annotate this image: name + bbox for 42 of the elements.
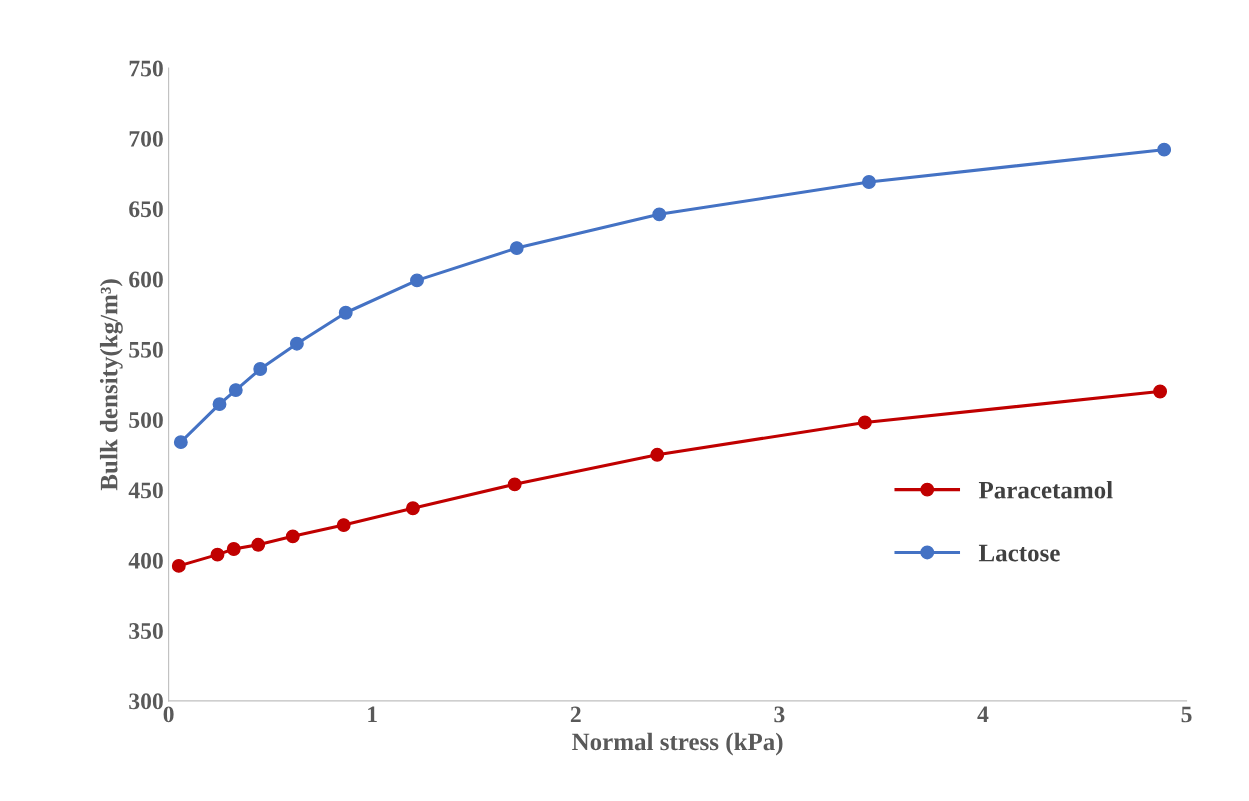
- point: [509, 241, 524, 256]
- y-tick-label: 550: [129, 341, 163, 358]
- x-tick-label: 0: [163, 706, 174, 723]
- point: [289, 336, 304, 351]
- point: [862, 175, 876, 189]
- x-tick-label: 2: [570, 706, 581, 723]
- point: [171, 558, 186, 573]
- y-tick-label: 400: [128, 552, 163, 569]
- point: [507, 477, 522, 492]
- legend-label: Lactose: [978, 544, 1060, 562]
- point: [336, 518, 351, 533]
- point: [652, 207, 667, 222]
- point: [338, 305, 353, 320]
- y-tick-label: 650: [129, 201, 163, 218]
- point: [210, 547, 225, 562]
- y-axis-title: Bulk density(kg/m³): [99, 279, 123, 491]
- point: [226, 542, 241, 556]
- point: [410, 273, 424, 288]
- point: [251, 537, 266, 552]
- legend-label: Paracetamol: [978, 481, 1113, 499]
- x-tick-label: 3: [774, 706, 785, 723]
- point: [1157, 142, 1172, 157]
- point: [212, 397, 227, 412]
- point: [405, 501, 420, 516]
- y-tick-label: 600: [129, 271, 163, 288]
- y-tick-label: 350: [129, 623, 163, 639]
- x-tick-label: 4: [977, 706, 989, 723]
- y-tick-label: 450: [128, 482, 163, 499]
- x-tick-label: 1: [368, 706, 377, 723]
- point: [857, 415, 872, 430]
- x-axis-title: Normal stress (kPa): [572, 732, 783, 756]
- point: [228, 383, 243, 398]
- x-tick-label: 5: [1181, 706, 1192, 723]
- y-tick-label: 700: [129, 130, 163, 147]
- point: [650, 447, 665, 462]
- y-tick-label: 300: [129, 693, 163, 710]
- y-tick-label: 500: [129, 412, 163, 429]
- point: [173, 435, 188, 450]
- point: [285, 529, 300, 544]
- point: [1153, 384, 1168, 399]
- point: [253, 362, 268, 376]
- y-tick-label: 750: [129, 60, 163, 77]
